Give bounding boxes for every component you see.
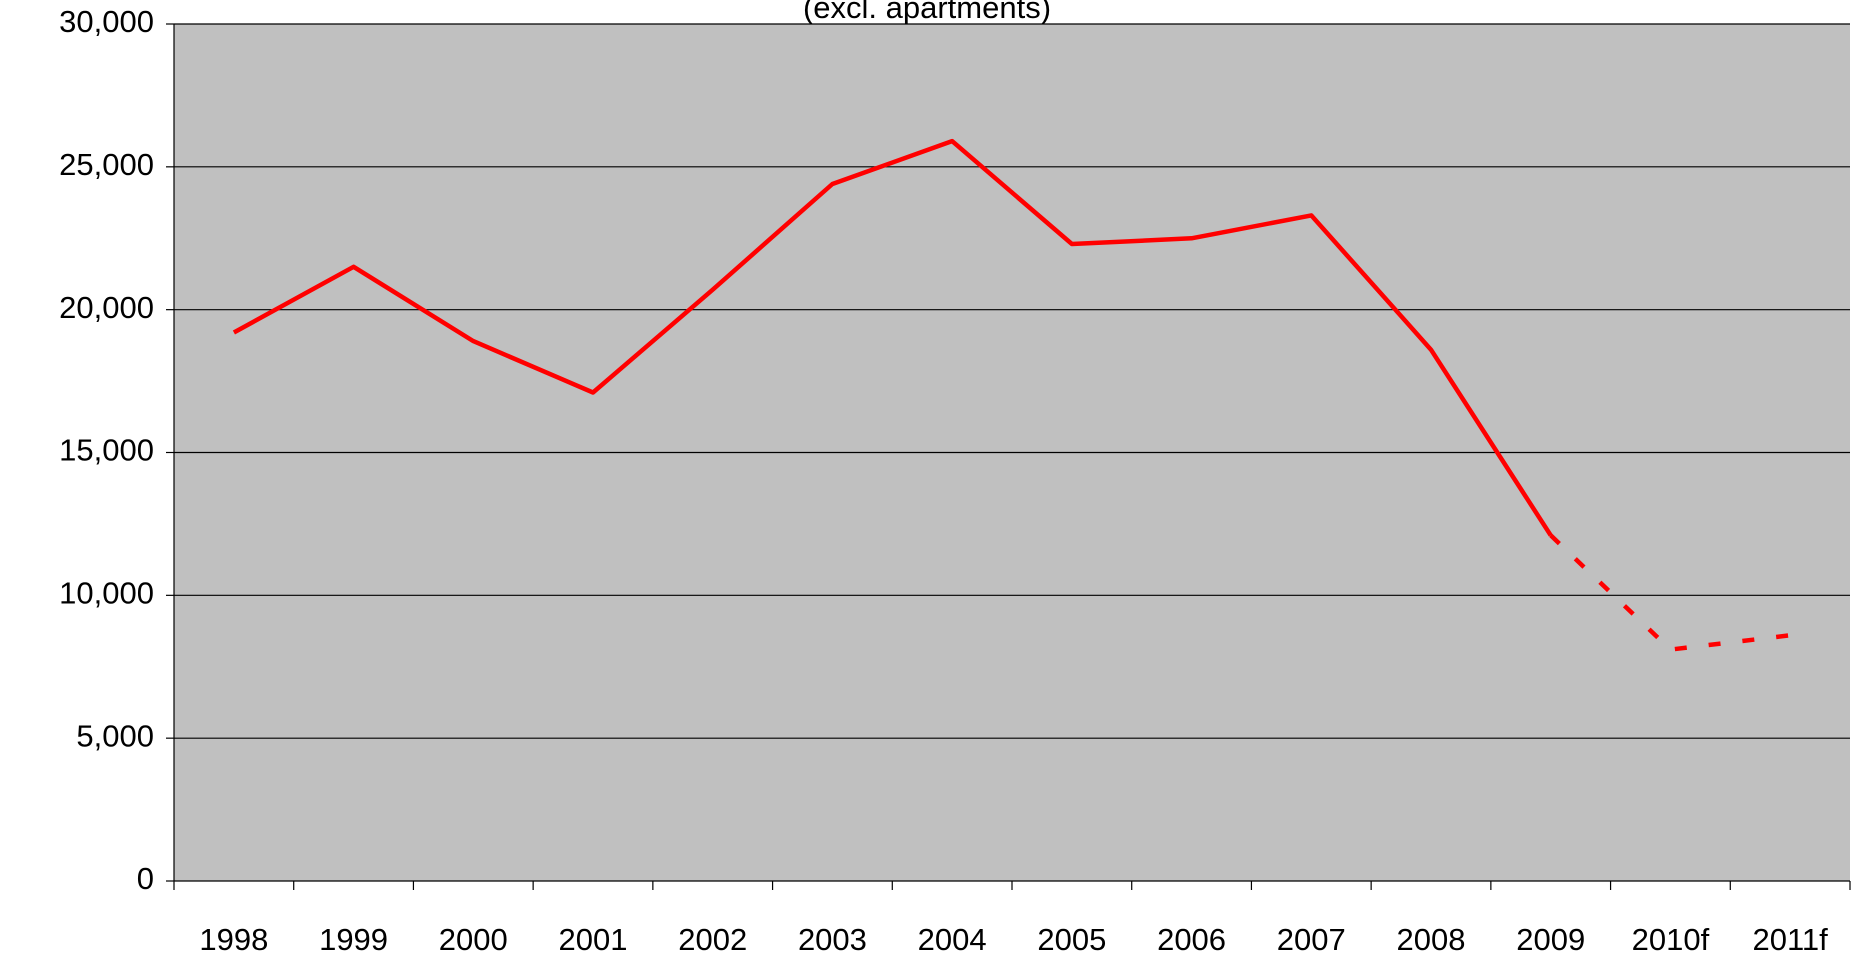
x-tick-label: 2001 — [559, 922, 628, 957]
x-tick-label: 2006 — [1157, 922, 1226, 957]
y-tick-label: 5,000 — [76, 718, 154, 753]
x-tick-label: 2002 — [678, 922, 747, 957]
x-tick-label: 1999 — [319, 922, 388, 957]
y-tick-label: 10,000 — [59, 576, 154, 611]
chart-subtitle: (excl. apartments) — [803, 0, 1051, 25]
x-tick-label: 2003 — [798, 922, 867, 957]
y-tick-label: 30,000 — [59, 4, 154, 39]
y-tick-label: 0 — [137, 861, 154, 896]
x-tick-label: 2010f — [1632, 922, 1710, 957]
x-tick-label: 2009 — [1516, 922, 1585, 957]
forecast-line — [1549, 533, 1791, 652]
y-tick-label: 20,000 — [59, 290, 154, 325]
y-tick-label: 15,000 — [59, 433, 154, 468]
x-tick-label: 2000 — [439, 922, 508, 957]
data-line — [232, 138, 1553, 537]
x-tick-label: 2007 — [1277, 922, 1346, 957]
y-tick-label: 25,000 — [59, 147, 154, 182]
x-tick-label: 2011f — [1753, 922, 1829, 957]
x-tick-label: 2004 — [918, 922, 987, 957]
x-tick-label: 1998 — [199, 922, 268, 957]
x-tick-label: 2005 — [1037, 922, 1106, 957]
x-tick-label: 2008 — [1397, 922, 1466, 957]
